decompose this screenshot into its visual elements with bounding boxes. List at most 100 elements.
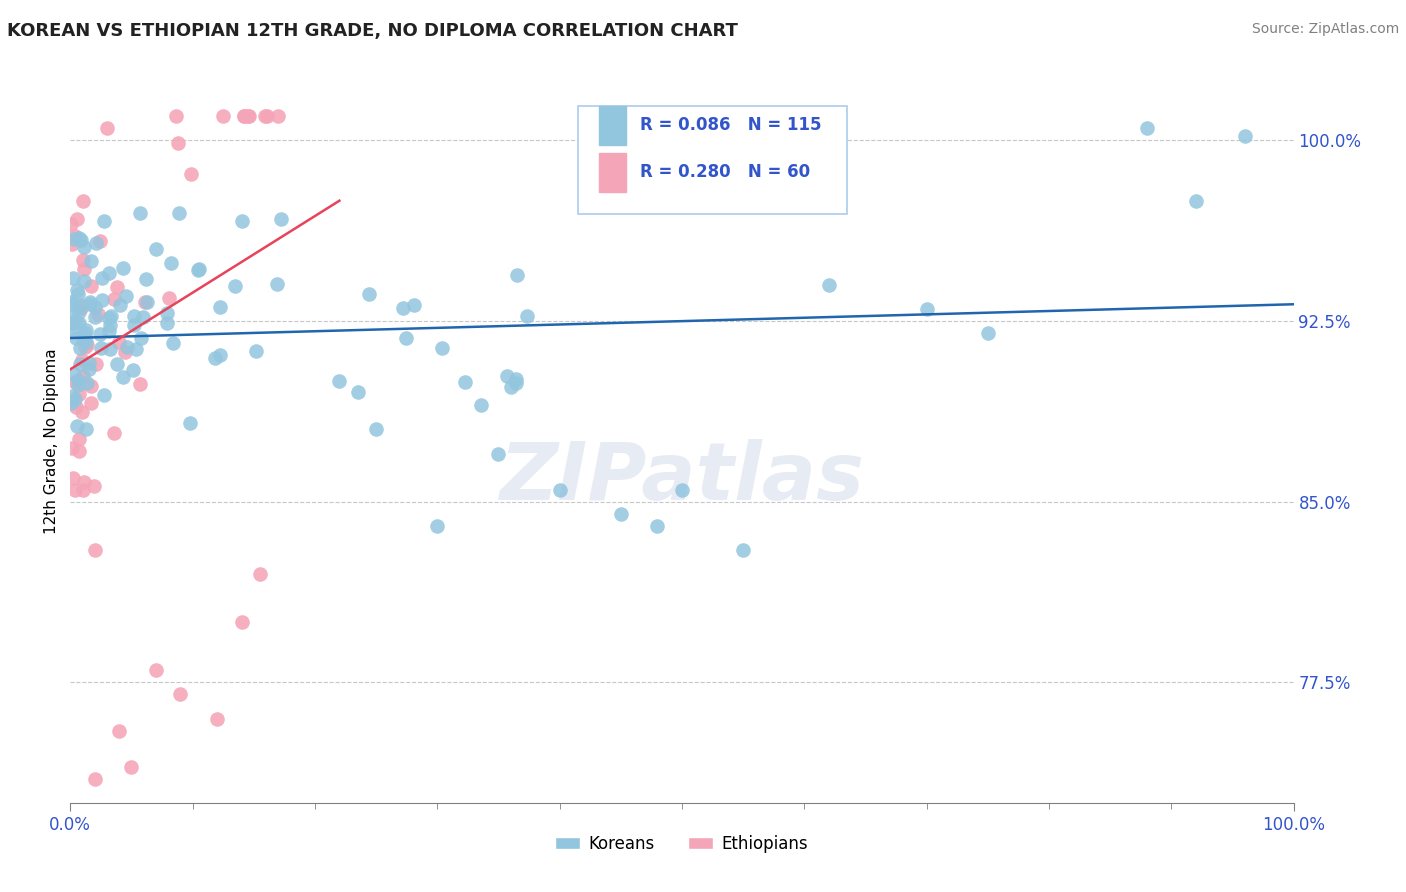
Point [67, 305, 90, 319]
Point [232, 109, 254, 123]
Point [548, 483, 571, 497]
Point [402, 298, 425, 312]
Point [114, 345, 136, 359]
Point [145, 663, 167, 677]
Point [111, 260, 134, 275]
Point [105, 357, 128, 371]
Point [84, 358, 107, 372]
Point [610, 507, 633, 521]
Point [238, 109, 260, 123]
Point [79, 379, 101, 393]
Point [96, 121, 118, 136]
Point [208, 301, 231, 315]
Point [70, 405, 93, 419]
Point [91, 270, 114, 285]
Point [98, 318, 121, 332]
Point [157, 292, 180, 306]
Point [93, 214, 115, 228]
Point [111, 370, 134, 384]
Point [72, 194, 94, 208]
Point [89, 234, 111, 248]
Point [80, 253, 103, 268]
Point [83, 479, 105, 493]
Point [270, 211, 292, 226]
Point [1136, 121, 1159, 136]
Point [98, 324, 121, 338]
Point [63, 376, 86, 390]
Point [1184, 194, 1206, 208]
Point [496, 369, 519, 384]
Point [169, 687, 191, 701]
Point [233, 109, 256, 123]
Text: ZIPatlas: ZIPatlas [499, 439, 865, 516]
Point [63, 392, 86, 406]
Point [90, 341, 112, 355]
Point [72, 253, 94, 268]
Point [65, 331, 87, 345]
Point [69, 298, 91, 312]
Point [83, 542, 105, 557]
Point [75, 326, 97, 340]
Point [108, 298, 131, 312]
Point [60, 441, 83, 455]
Point [69, 341, 91, 355]
Point [134, 295, 156, 310]
Point [87, 307, 110, 321]
Legend: Koreans, Ethiopians: Koreans, Ethiopians [548, 828, 815, 860]
Point [79, 356, 101, 370]
Point [165, 109, 187, 123]
Point [180, 167, 202, 181]
Point [98, 310, 121, 325]
Point [62, 367, 84, 381]
Point [72, 332, 94, 346]
Point [454, 376, 477, 390]
Point [63, 483, 86, 497]
Point [73, 340, 96, 354]
Point [73, 261, 96, 276]
Point [69, 233, 91, 247]
Point [671, 483, 693, 497]
Point [103, 292, 125, 306]
Point [65, 314, 87, 328]
Point [77, 362, 100, 376]
Point [1233, 128, 1256, 143]
Point [179, 416, 201, 430]
FancyBboxPatch shape [578, 105, 846, 214]
Point [256, 109, 278, 123]
Point [359, 286, 381, 301]
Point [60, 316, 83, 330]
Point [98, 342, 121, 356]
Point [66, 377, 89, 392]
Point [67, 287, 90, 301]
Point [103, 425, 125, 440]
FancyBboxPatch shape [599, 153, 626, 193]
Point [169, 205, 191, 219]
Point [59, 217, 82, 231]
Point [121, 759, 143, 773]
Point [135, 272, 157, 286]
Point [426, 518, 449, 533]
Point [83, 310, 105, 324]
Point [62, 271, 84, 285]
Point [115, 339, 138, 353]
Point [60, 296, 83, 310]
Point [470, 398, 492, 412]
Point [80, 279, 103, 293]
Text: KOREAN VS ETHIOPIAN 12TH GRADE, NO DIPLOMA CORRELATION CHART: KOREAN VS ETHIOPIAN 12TH GRADE, NO DIPLO… [7, 22, 738, 40]
Point [328, 374, 350, 388]
Text: R = 0.086   N = 115: R = 0.086 N = 115 [640, 117, 823, 135]
Point [188, 262, 211, 277]
Point [100, 310, 122, 324]
Point [156, 316, 179, 330]
Point [122, 309, 145, 323]
Point [60, 389, 83, 403]
Point [253, 109, 276, 123]
Point [79, 296, 101, 310]
Point [267, 109, 290, 123]
Point [93, 388, 115, 402]
Point [76, 376, 98, 390]
Point [129, 376, 152, 391]
Point [105, 280, 128, 294]
Point [505, 376, 527, 390]
Point [67, 231, 90, 245]
